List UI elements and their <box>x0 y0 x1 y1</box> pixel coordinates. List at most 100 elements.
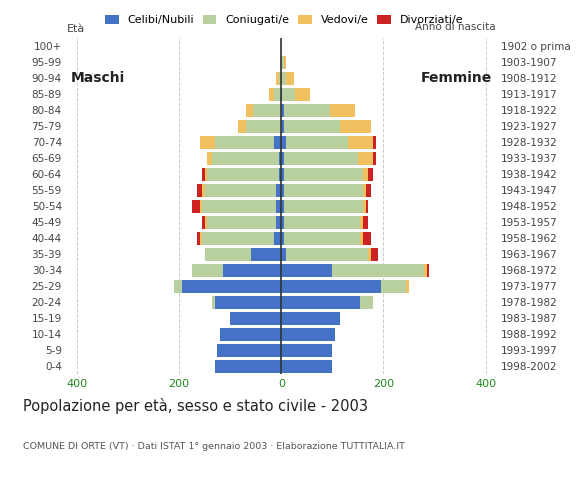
Bar <box>368 168 374 181</box>
Bar <box>238 120 245 133</box>
Bar <box>207 216 276 229</box>
Bar <box>368 248 371 261</box>
Bar <box>245 104 253 117</box>
Bar <box>202 184 205 197</box>
Bar <box>212 152 279 165</box>
Bar <box>207 168 279 181</box>
Bar <box>361 296 374 309</box>
Bar <box>174 280 182 293</box>
Bar <box>276 200 281 213</box>
Bar <box>215 360 281 373</box>
Bar <box>295 88 310 101</box>
Bar <box>218 344 281 357</box>
Bar <box>381 280 407 293</box>
Bar <box>281 216 284 229</box>
Bar <box>284 152 358 165</box>
Bar <box>281 248 287 261</box>
Bar <box>200 136 215 149</box>
Bar <box>365 184 371 197</box>
Bar <box>276 216 281 229</box>
Bar <box>280 56 281 69</box>
Bar <box>287 248 368 261</box>
Bar <box>276 184 281 197</box>
Bar <box>197 232 200 245</box>
Bar <box>284 200 363 213</box>
Bar <box>281 360 332 373</box>
Bar <box>361 216 363 229</box>
Bar <box>365 200 368 213</box>
Bar <box>281 184 284 197</box>
Bar <box>207 152 212 165</box>
Bar <box>332 264 425 277</box>
Bar <box>284 232 361 245</box>
Text: Maschi: Maschi <box>71 72 125 85</box>
Bar <box>205 248 251 261</box>
Bar <box>202 216 205 229</box>
Bar <box>197 184 202 197</box>
Bar <box>358 152 374 165</box>
Bar <box>361 232 363 245</box>
Bar <box>230 312 281 325</box>
Bar <box>200 200 202 213</box>
Bar <box>253 104 281 117</box>
Bar <box>274 136 281 149</box>
Bar <box>205 184 276 197</box>
Bar <box>363 216 368 229</box>
Bar <box>200 232 202 245</box>
Bar <box>205 168 207 181</box>
Bar <box>330 104 356 117</box>
Bar <box>202 232 274 245</box>
Bar <box>363 200 365 213</box>
Bar <box>202 200 276 213</box>
Bar <box>374 136 376 149</box>
Bar <box>284 120 340 133</box>
Bar <box>363 184 365 197</box>
Bar <box>281 296 361 309</box>
Bar <box>281 280 381 293</box>
Bar <box>281 56 284 69</box>
Bar <box>282 88 295 101</box>
Bar <box>281 312 340 325</box>
Bar <box>348 136 374 149</box>
Bar <box>281 88 282 101</box>
Text: COMUNE DI ORTE (VT) · Dati ISTAT 1° gennaio 2003 · Elaborazione TUTTITALIA.IT: COMUNE DI ORTE (VT) · Dati ISTAT 1° genn… <box>23 442 405 451</box>
Bar <box>215 136 274 149</box>
Bar <box>281 168 284 181</box>
Text: Età: Età <box>67 24 85 34</box>
Bar <box>223 264 281 277</box>
Bar <box>374 152 376 165</box>
Bar <box>192 200 200 213</box>
Bar <box>182 280 281 293</box>
Bar <box>281 72 287 85</box>
Bar <box>279 168 281 181</box>
Bar <box>363 232 371 245</box>
Bar <box>220 328 281 341</box>
Text: Popolazione per età, sesso e stato civile - 2003: Popolazione per età, sesso e stato civil… <box>23 398 368 414</box>
Bar <box>281 264 332 277</box>
Bar <box>284 216 361 229</box>
Bar <box>215 296 281 309</box>
Bar <box>281 136 287 149</box>
Bar <box>284 184 363 197</box>
Bar <box>274 88 281 101</box>
Bar <box>251 248 281 261</box>
Bar <box>269 88 274 101</box>
Bar <box>192 264 223 277</box>
Bar <box>281 200 284 213</box>
Bar <box>407 280 409 293</box>
Bar <box>281 344 332 357</box>
Bar <box>284 56 287 69</box>
Text: Anno di nascita: Anno di nascita <box>415 22 496 32</box>
Bar <box>281 328 335 341</box>
Bar <box>276 72 279 85</box>
Bar <box>284 168 363 181</box>
Bar <box>281 152 284 165</box>
Bar <box>287 72 294 85</box>
Bar <box>279 152 281 165</box>
Bar <box>371 248 378 261</box>
Bar <box>427 264 429 277</box>
Bar <box>287 136 348 149</box>
Bar <box>340 120 371 133</box>
Bar <box>202 168 205 181</box>
Bar <box>425 264 427 277</box>
